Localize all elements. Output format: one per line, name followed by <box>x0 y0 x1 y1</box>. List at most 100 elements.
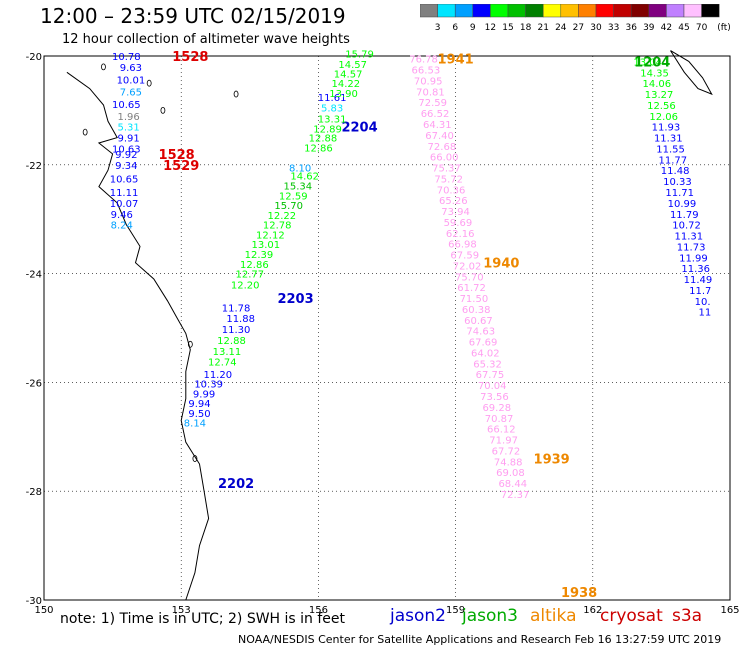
pass-number-label: 1528 <box>159 148 195 163</box>
swh-value: 72.37 <box>501 490 530 501</box>
swh-value: 9.99 <box>193 389 215 400</box>
colorbar-label: 33 <box>608 23 619 33</box>
swh-value: 12.78 <box>263 221 292 232</box>
swh-value: 9.50 <box>188 409 210 420</box>
swh-value: 15.70 <box>274 201 303 212</box>
colorbar-label: 45 <box>678 23 689 33</box>
pass-number-label: 2204 <box>341 121 377 136</box>
lat-tick-label: -24 <box>26 270 42 281</box>
colorbar: 3 6 9 12 15 18 21 24 27 30 33 36 39 42 45 70 (ft) <box>420 4 731 33</box>
pass-number-label: 2203 <box>277 292 313 307</box>
swh-value: 14.57 <box>338 60 367 71</box>
legend-cryosat: cryosat <box>600 606 663 626</box>
swh-value: 10.72 <box>672 221 701 232</box>
pass-number-label: 1529 <box>163 159 199 174</box>
swh-value: 11.88 <box>226 314 255 325</box>
swh-value: 14.35 <box>640 68 669 79</box>
swh-value: 69.08 <box>496 468 525 479</box>
page-title: 12:00 – 23:59 UTC 02/15/2019 <box>40 4 346 28</box>
swh-value: 65.32 <box>473 359 502 370</box>
swh-value: 9.94 <box>188 399 210 410</box>
swh-value: 70.36 <box>437 185 466 196</box>
swh-value: 71.50 <box>460 294 489 305</box>
swh-value: 72.59 <box>418 98 447 109</box>
swh-value: 10.63 <box>112 144 141 155</box>
colorbar-label: 21 <box>537 23 548 33</box>
pass-number-label: 1941 <box>438 53 474 68</box>
colorbar-label: 18 <box>520 23 532 33</box>
swh-value: 5.83 <box>321 104 343 115</box>
coastline <box>66 71 210 601</box>
swh-value: 60.67 <box>464 316 493 327</box>
legend: note: 1) Time is in UTC; 2) SWH is in fe… <box>60 606 740 632</box>
swh-value: 10.99 <box>668 199 697 210</box>
lon-tick-label: 162 <box>583 605 602 616</box>
swh-value: 12.88 <box>309 134 338 145</box>
swh-value: 74.88 <box>494 457 523 468</box>
swh-value: 12.39 <box>245 250 274 261</box>
swh-value: 12.77 <box>235 270 264 281</box>
colorbar-label: 70 <box>696 23 708 33</box>
swh-value: 10. <box>695 297 711 308</box>
legend-altika: altika <box>530 606 577 626</box>
swh-value: 13.27 <box>645 90 674 101</box>
swh-value: 11.93 <box>652 123 681 134</box>
swh-value: 11.36 <box>681 264 710 275</box>
swh-value: 9.34 <box>115 161 137 172</box>
swh-value: 61.72 <box>457 283 486 294</box>
swh-value: 14.57 <box>334 69 363 80</box>
swh-value: 76.78 <box>409 55 438 66</box>
swh-value: 11.78 <box>222 303 251 314</box>
swh-value: 12.56 <box>647 101 676 112</box>
new-caledonia <box>670 50 713 96</box>
swh-value: 66.00 <box>430 153 459 164</box>
swh-value: 7.65 <box>120 87 142 98</box>
swh-value: 71.97 <box>489 436 518 447</box>
swh-value: 13.04 <box>633 57 662 68</box>
swh-value: 12.20 <box>231 280 260 291</box>
swh-value: 10.07 <box>110 199 139 210</box>
swh-value: 11.55 <box>656 144 685 155</box>
island <box>146 79 152 87</box>
colorbar-label: 27 <box>573 23 584 33</box>
lat-tick-label: -26 <box>26 378 42 389</box>
swh-value: 14.62 <box>290 172 319 183</box>
swh-value: 70.95 <box>414 76 443 87</box>
swh-value: 67.69 <box>469 338 498 349</box>
swh-value: 62.16 <box>446 229 475 240</box>
map-frame <box>43 55 731 601</box>
swh-value: 10.01 <box>117 75 146 86</box>
lon-tick-label: 156 <box>309 605 328 616</box>
swh-value: 74.63 <box>466 327 495 338</box>
swh-value: 11.77 <box>659 155 688 166</box>
lat-tick-label: -30 <box>26 596 42 607</box>
page-subtitle: 12 hour collection of altimeter wave hei… <box>62 32 350 47</box>
colorbar-label: 24 <box>555 23 567 33</box>
swh-value: 11.31 <box>654 134 683 145</box>
swh-value: 60.38 <box>462 305 491 316</box>
swh-value: 5.31 <box>117 123 139 134</box>
colorbar-label: 36 <box>625 23 637 33</box>
swh-value: 11.7 <box>689 286 711 297</box>
swh-value: 12.74 <box>208 358 237 369</box>
colorbar-label: 42 <box>661 23 672 33</box>
island <box>187 340 193 348</box>
swh-value: 66.52 <box>421 109 450 120</box>
swh-value: 68.44 <box>498 479 527 490</box>
swh-value: 13.01 <box>251 240 280 251</box>
lat-tick-label: -20 <box>26 52 42 63</box>
swh-value: 12.22 <box>267 211 296 222</box>
lat-tick-label: -22 <box>26 161 42 172</box>
swh-value: 11.20 <box>203 370 232 381</box>
pass-number-label: 1528 <box>172 50 208 65</box>
swh-value: 72.68 <box>428 142 457 153</box>
swh-value: 15.79 <box>345 49 374 60</box>
swh-value: 14.22 <box>332 79 361 90</box>
swh-value: 11 <box>698 308 711 319</box>
swh-value: 70.04 <box>478 381 507 392</box>
swh-value: 12.86 <box>240 260 269 271</box>
colorbar-label: 12 <box>485 23 496 33</box>
swh-value: 11.61 <box>318 93 347 104</box>
colorbar-swatch <box>701 4 720 18</box>
